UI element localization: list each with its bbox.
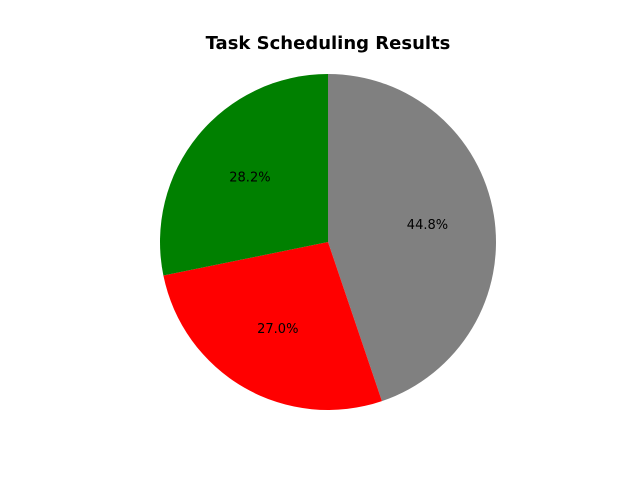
- pie-slices: [160, 74, 497, 410]
- pie-slice-2: [163, 242, 382, 410]
- chart-title: Task Scheduling Results: [206, 33, 451, 54]
- pie-slice-3: [160, 74, 328, 276]
- pie-slice-label-2: 27.0%: [257, 322, 298, 337]
- pie-slice-1: [328, 74, 497, 402]
- pie-slice-label-3: 28.2%: [229, 171, 270, 186]
- pie-labels: 44.8% 27.0% 28.2%: [229, 171, 448, 337]
- pie-slice-label-1: 44.8%: [407, 218, 448, 233]
